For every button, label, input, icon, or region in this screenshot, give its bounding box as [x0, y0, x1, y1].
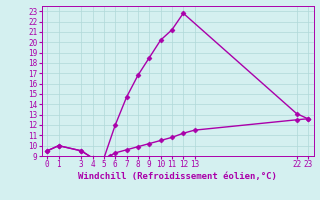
- X-axis label: Windchill (Refroidissement éolien,°C): Windchill (Refroidissement éolien,°C): [78, 172, 277, 181]
